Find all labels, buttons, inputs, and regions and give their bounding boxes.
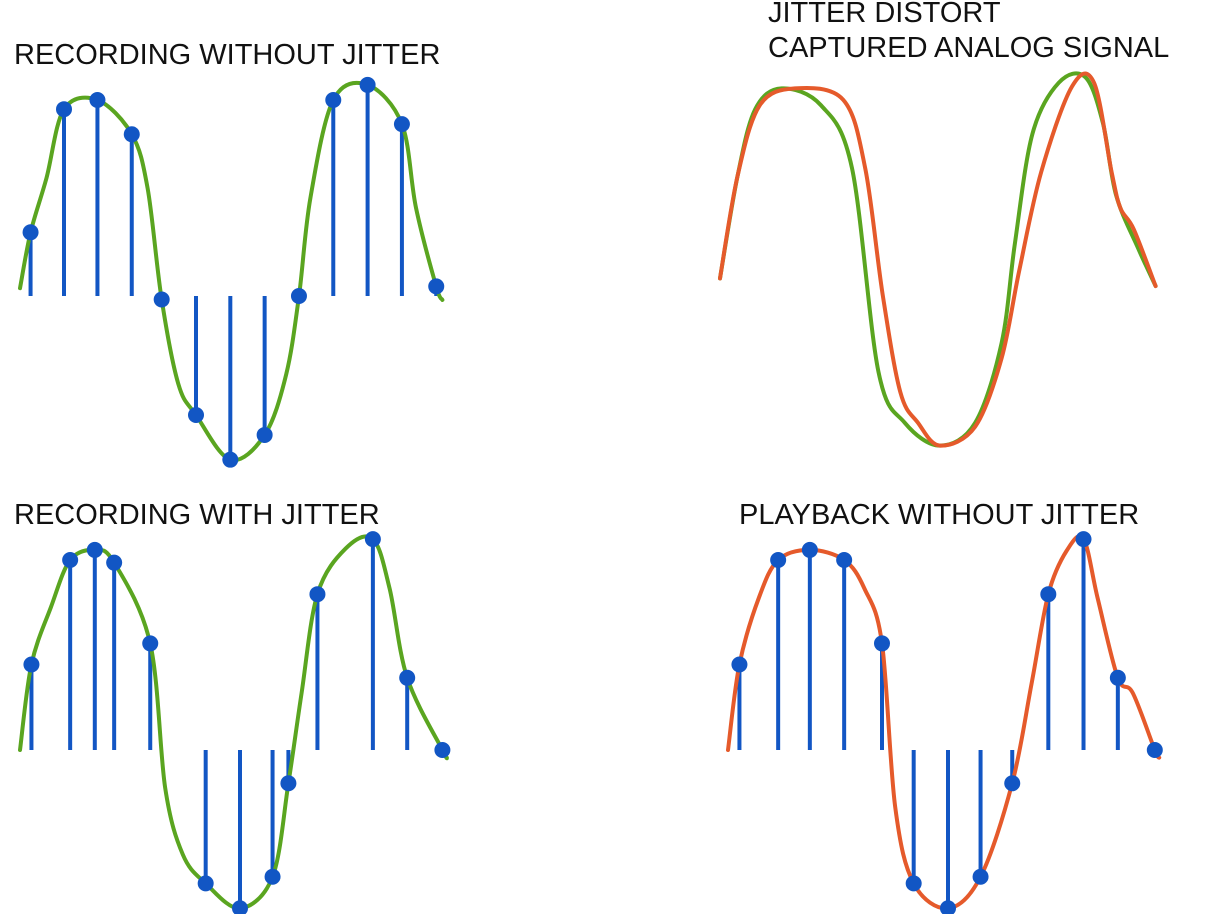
- signal-curves: [726, 534, 1162, 911]
- sample-point: [1004, 775, 1021, 792]
- panel-recording-without-jitter: RECORDING WITHOUT JITTER: [14, 39, 445, 468]
- reconstructed-signal-curve: [726, 534, 1162, 911]
- sample-point: [123, 126, 140, 143]
- sample-point: [256, 426, 273, 443]
- sample-point: [428, 278, 445, 295]
- sample-point: [1040, 586, 1057, 603]
- sample-stems: [737, 539, 1120, 909]
- sample-point: [731, 656, 748, 673]
- sample-point: [309, 586, 326, 603]
- signal-curves: [718, 71, 1158, 448]
- panel-title: RECORDING WITHOUT JITTER: [14, 39, 440, 71]
- sample-point: [874, 635, 890, 652]
- sample-point: [23, 656, 40, 673]
- sample-point: [364, 531, 381, 548]
- reconstructed-signal-curve: [718, 71, 1158, 448]
- sample-point: [153, 291, 170, 308]
- sample-point: [142, 635, 159, 652]
- sample-point: [1146, 742, 1163, 758]
- panel-playback-without-jitter: PLAYBACK WITHOUT JITTER: [726, 499, 1163, 914]
- sample-point: [106, 554, 123, 571]
- sample-point: [188, 406, 204, 423]
- sample-points: [22, 76, 445, 468]
- sample-stems: [29, 539, 410, 909]
- sample-point: [222, 451, 239, 468]
- sample-point: [801, 541, 818, 558]
- sample-point: [434, 742, 451, 758]
- panel-recording-with-jitter: RECORDING WITH JITTER: [14, 499, 451, 914]
- sample-point: [232, 900, 248, 914]
- sample-point: [399, 669, 416, 686]
- sample-point: [62, 552, 79, 568]
- sample-point: [86, 541, 103, 558]
- sample-point: [280, 775, 297, 792]
- sample-point: [56, 101, 72, 118]
- sample-point: [359, 76, 376, 93]
- panel-title-line-2: CAPTURED ANALOG SIGNAL: [768, 32, 1169, 64]
- sample-point: [264, 868, 281, 885]
- sample-point: [940, 900, 956, 914]
- analog-signal-curve: [18, 534, 449, 911]
- panel-title: RECORDING WITH JITTER: [14, 499, 380, 531]
- panel-title-line-1: JITTER DISTORT: [768, 0, 1001, 29]
- sample-point: [393, 116, 410, 133]
- sample-point: [325, 92, 342, 108]
- sample-point: [1075, 531, 1092, 548]
- panel-jitter-distort: JITTER DISTORT CAPTURED ANALOG SIGNAL: [718, 0, 1169, 448]
- sample-points: [731, 531, 1163, 914]
- signal-curves: [18, 534, 449, 911]
- sample-stems: [28, 84, 439, 460]
- sample-point: [22, 224, 39, 241]
- sample-point: [197, 875, 214, 892]
- sample-point: [290, 288, 307, 304]
- sample-point: [972, 868, 989, 885]
- sample-points: [23, 531, 451, 914]
- sample-point: [1109, 669, 1126, 686]
- analog-signal-curve: [718, 71, 1158, 448]
- sample-point: [770, 552, 787, 568]
- sample-point: [836, 552, 853, 568]
- sample-point: [89, 92, 106, 108]
- sample-point: [905, 875, 922, 892]
- panel-title: PLAYBACK WITHOUT JITTER: [739, 499, 1139, 531]
